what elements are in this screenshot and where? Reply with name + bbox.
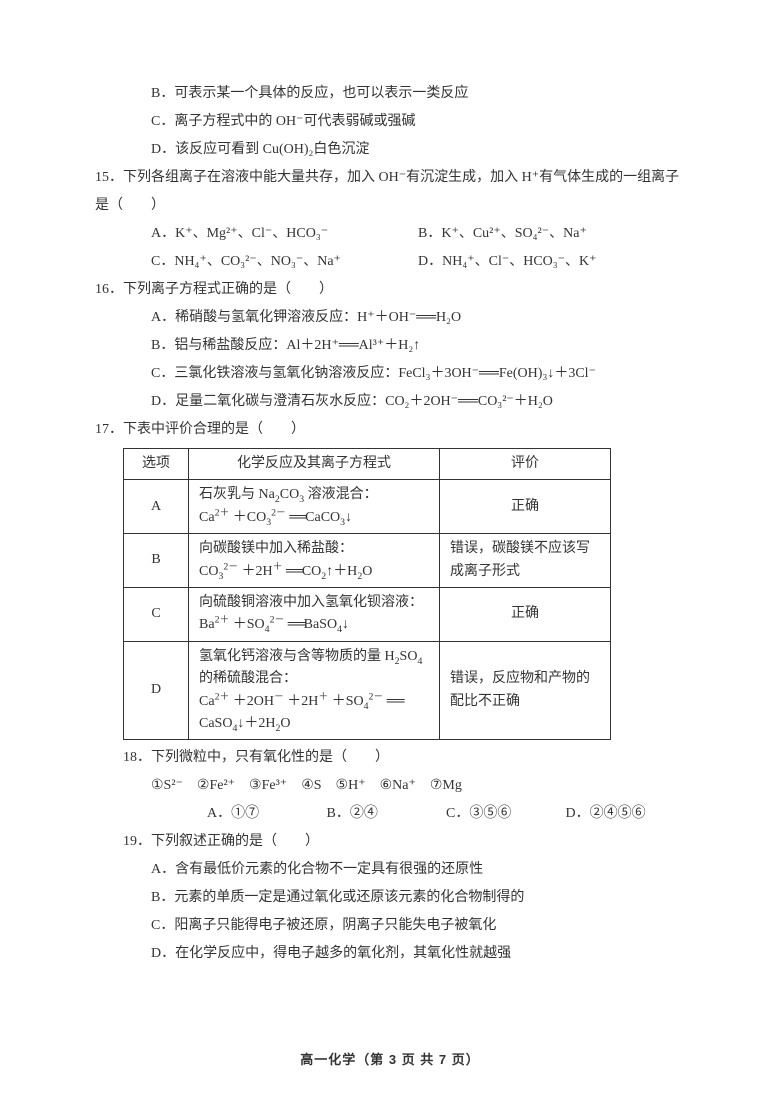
q18-option-c: C．③⑤⑥ — [446, 800, 566, 828]
q18-species: ①S²⁻ ②Fe²⁺ ③Fe³⁺ ④S ⑤H⁺ ⑥Na⁺ ⑦Mg — [95, 772, 685, 800]
q19-stem: 19．下列叙述正确的是（ ） — [95, 828, 685, 856]
q16-option-a: A．稀硝酸与氢氧化钾溶液反应：H⁺＋OH⁻══H₂O — [95, 304, 685, 332]
q17-row-c: C 向硫酸铜溶液中加入氢氧化钡溶液：Ba2＋ ＋SO42－ ══BaSO4↓ 正… — [124, 587, 611, 641]
q15-option-b: B．K⁺、Cu²⁺、SO₄²⁻、Na⁺ — [418, 220, 685, 248]
q14-option-c: C．离子方程式中的 OH⁻可代表弱碱或强碱 — [95, 108, 685, 136]
q16-stem: 16．下列离子方程式正确的是（ ） — [95, 276, 685, 304]
q17-a-opt: A — [124, 480, 189, 534]
q17-th-option: 选项 — [124, 449, 189, 480]
q15-options-row2: C．NH₄⁺、CO₃²⁻、NO₃⁻、Na⁺ D．NH₄⁺、Cl⁻、HCO₃⁻、K… — [95, 248, 685, 276]
q17-c-ev: 正确 — [440, 587, 611, 641]
q17-row-d: D 氢氧化钙溶液与含等物质的量 H2SO4 的稀硫酸混合： Ca2＋ ＋2OH－… — [124, 641, 611, 740]
q18-option-a: A．①⑦ — [207, 800, 327, 828]
q17-th-equation: 化学反应及其离子方程式 — [189, 449, 440, 480]
q19-option-a: A．含有最低价元素的化合物不一定具有很强的还原性 — [95, 856, 685, 884]
q17-stem: 17．下表中评价合理的是（ ） — [95, 416, 685, 444]
q15-option-a: A．K⁺、Mg²⁺、Cl⁻、HCO₃⁻ — [151, 220, 418, 248]
q14-option-b: B．可表示某一个具体的反应，也可以表示一类反应 — [95, 80, 685, 108]
q17-d-eq: 氢氧化钙溶液与含等物质的量 H2SO4 的稀硫酸混合： Ca2＋ ＋2OH－ ＋… — [189, 641, 440, 740]
q17-d-ev: 错误，反应物和产物的配比不正确 — [440, 641, 611, 740]
q17-c-eq: 向硫酸铜溶液中加入氢氧化钡溶液：Ba2＋ ＋SO42－ ══BaSO4↓ — [189, 587, 440, 641]
q17-th-evaluation: 评价 — [440, 449, 611, 480]
q16-option-b: B．铝与稀盐酸反应：Al＋2H⁺══Al³⁺＋H₂↑ — [95, 332, 685, 360]
q17-a-eq: 石灰乳与 Na2CO3 溶液混合： Ca2＋ ＋CO32－ ══CaCO3↓ — [189, 480, 440, 534]
q15-option-c: C．NH₄⁺、CO₃²⁻、NO₃⁻、Na⁺ — [151, 248, 418, 276]
q15-option-d: D．NH₄⁺、Cl⁻、HCO₃⁻、K⁺ — [418, 248, 685, 276]
q19-option-c: C．阳离子只能得电子被还原，阴离子只能失电子被氧化 — [95, 912, 685, 940]
q16-option-c: C．三氯化铁溶液与氢氧化钠溶液反应：FeCl₃＋3OH⁻══Fe(OH)₃↓＋3… — [95, 360, 685, 388]
q19-option-d: D．在化学反应中，得电子越多的氧化剂，其氧化性就越强 — [95, 940, 685, 968]
q18-stem: 18．下列微粒中，只有氧化性的是（ ） — [95, 744, 685, 772]
q17-row-b: B 向碳酸镁中加入稀盐酸： CO32－ ＋2H＋ ══CO2↑＋H2O 错误，碳… — [124, 534, 611, 588]
q17-row-a: A 石灰乳与 Na2CO3 溶液混合： Ca2＋ ＋CO32－ ══CaCO3↓… — [124, 480, 611, 534]
q15-options-row1: A．K⁺、Mg²⁺、Cl⁻、HCO₃⁻ B．K⁺、Cu²⁺、SO₄²⁻、Na⁺ — [95, 220, 685, 248]
q15-stem: 15．下列各组离子在溶液中能大量共存，加入 OH⁻有沉淀生成，加入 H⁺有气体生… — [95, 164, 685, 220]
q17-table: 选项 化学反应及其离子方程式 评价 A 石灰乳与 Na2CO3 溶液混合： Ca… — [123, 448, 611, 740]
exam-page: B．可表示某一个具体的反应，也可以表示一类反应 C．离子方程式中的 OH⁻可代表… — [0, 0, 780, 1103]
q18-option-d: D．②④⑤⑥ — [566, 800, 686, 828]
q17-b-ev: 错误，碳酸镁不应该写成离子形式 — [440, 534, 611, 588]
q18-options: A．①⑦ B．②④ C．③⑤⑥ D．②④⑤⑥ — [95, 800, 685, 828]
q16-option-d: D．足量二氧化碳与澄清石灰水反应：CO₂＋2OH⁻══CO₃²⁻＋H₂O — [95, 388, 685, 416]
q17-b-eq: 向碳酸镁中加入稀盐酸： CO32－ ＋2H＋ ══CO2↑＋H2O — [189, 534, 440, 588]
q18-option-b: B．②④ — [327, 800, 447, 828]
q14-option-d: D．该反应可看到 Cu(OH)₂白色沉淀 — [95, 136, 685, 164]
q17-a-ev: 正确 — [440, 480, 611, 534]
q19-option-b: B．元素的单质一定是通过氧化或还原该元素的化合物制得的 — [95, 884, 685, 912]
q17-c-opt: C — [124, 587, 189, 641]
q17-b-opt: B — [124, 534, 189, 588]
q17-d-opt: D — [124, 641, 189, 740]
page-footer: 高一化学（第 3 页 共 7 页） — [0, 1047, 780, 1073]
